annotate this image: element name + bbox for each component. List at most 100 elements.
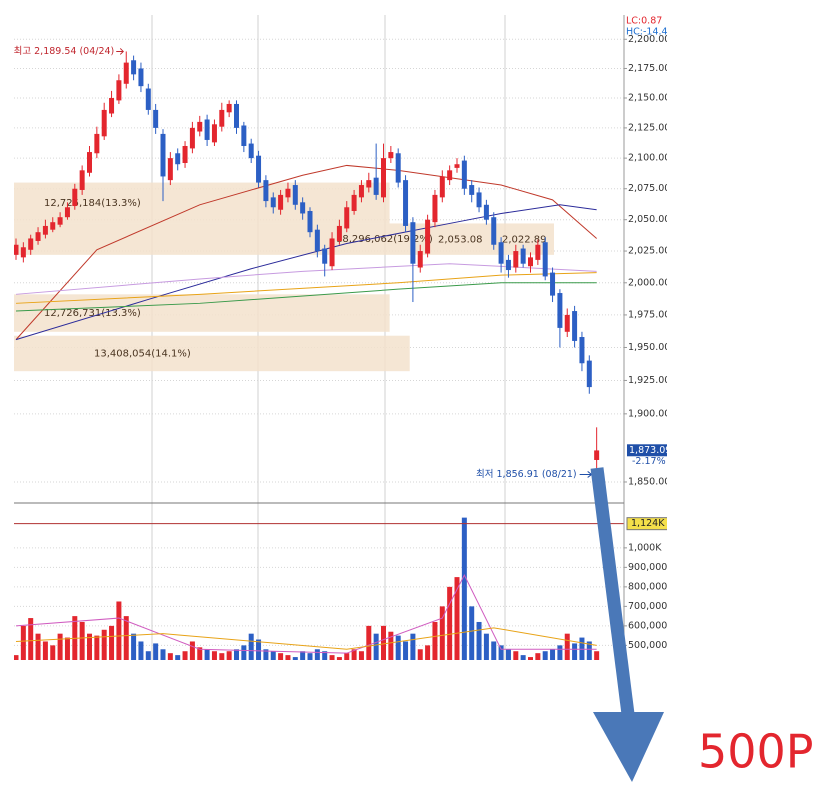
volume-bar bbox=[167, 653, 173, 660]
candle-body bbox=[344, 207, 350, 229]
candle-body bbox=[57, 217, 63, 225]
volume-profile-label: 12,725,184(13.3%) bbox=[44, 198, 141, 209]
volume-bar bbox=[263, 649, 269, 660]
volume-bar bbox=[498, 645, 504, 660]
candle-body bbox=[366, 180, 372, 188]
volume-bar bbox=[461, 517, 467, 660]
volume-bar bbox=[14, 655, 19, 660]
volume-bar bbox=[256, 639, 262, 660]
candle-body bbox=[123, 62, 129, 84]
candle-body bbox=[307, 210, 313, 233]
candle-body bbox=[182, 145, 188, 164]
candle-body bbox=[292, 185, 298, 205]
volume-bar bbox=[572, 643, 578, 660]
volume-bar bbox=[314, 649, 320, 660]
volume-bar bbox=[550, 649, 556, 660]
profile-note: 2,053.08 bbox=[438, 235, 483, 246]
volume-bar bbox=[403, 641, 409, 660]
candle-body bbox=[234, 103, 239, 128]
candle-body bbox=[381, 158, 386, 198]
candle-body bbox=[520, 248, 526, 264]
volume-bar bbox=[483, 633, 489, 660]
candle-body bbox=[204, 119, 210, 140]
candle-body bbox=[278, 194, 284, 210]
volume-bar bbox=[358, 651, 364, 660]
volume-bar bbox=[153, 643, 159, 660]
moving-average bbox=[15, 263, 597, 295]
volume-bar bbox=[329, 655, 335, 660]
candle-body bbox=[116, 80, 122, 101]
volume-bar bbox=[557, 645, 563, 660]
volume-bar bbox=[234, 649, 239, 660]
candle-body bbox=[373, 177, 379, 195]
volume-bar bbox=[42, 641, 48, 660]
candle-body bbox=[469, 185, 475, 195]
y-tick-label: 2,150.00 bbox=[628, 93, 670, 104]
candle-body bbox=[447, 170, 453, 181]
candle-body bbox=[564, 314, 570, 332]
candle-body bbox=[79, 170, 85, 190]
volume-bar bbox=[586, 641, 592, 660]
candle-body bbox=[513, 251, 519, 268]
last-price-label: 1,873.09 bbox=[629, 445, 671, 456]
volume-bar bbox=[351, 649, 357, 660]
y-tick-label: 500,000 bbox=[628, 640, 667, 651]
candle-body bbox=[241, 125, 247, 146]
volume-bar bbox=[50, 645, 56, 660]
candle-body bbox=[14, 244, 19, 255]
volume-bar bbox=[300, 651, 306, 660]
volume-bar bbox=[513, 651, 519, 660]
candle-body bbox=[388, 152, 394, 159]
candle-body bbox=[35, 232, 41, 241]
candle-body bbox=[285, 188, 291, 198]
y-tick-label: 2,100.00 bbox=[628, 153, 670, 164]
volume-profile-label: 12,726,731(13.3%) bbox=[44, 308, 141, 319]
y-tick-label: 2,125.00 bbox=[628, 122, 670, 133]
volume-bar bbox=[101, 629, 107, 660]
volume-bar bbox=[138, 641, 144, 660]
plot-area: 12,725,184(13.3%) 18,296,062(19.2%) 12,726… bbox=[14, 38, 624, 660]
volume-bar bbox=[381, 625, 386, 660]
y-tick-label: 1,000K bbox=[628, 542, 662, 553]
volume-bar bbox=[373, 633, 379, 660]
high-annotation: 최고 2,189.54 (04/24) bbox=[14, 46, 115, 57]
reference-box bbox=[626, 517, 667, 531]
candle-body bbox=[432, 194, 438, 223]
volume-bar bbox=[564, 633, 570, 660]
volume-profile-band bbox=[14, 223, 554, 255]
y-tick-label: 1,950.00 bbox=[628, 342, 670, 353]
candle-body bbox=[395, 153, 401, 183]
candle-body bbox=[454, 164, 460, 168]
candle-body bbox=[476, 192, 482, 208]
candle-body bbox=[28, 238, 34, 250]
last-price-box bbox=[627, 444, 667, 457]
y-tick-label: 700,000 bbox=[628, 601, 667, 612]
candle-body bbox=[270, 197, 276, 208]
volume-bar bbox=[344, 653, 350, 660]
volume-bar bbox=[542, 651, 548, 660]
volume-bar bbox=[204, 649, 210, 660]
y-tick-label: 900,000 bbox=[628, 562, 667, 573]
candle-body bbox=[329, 238, 335, 267]
candle-body bbox=[160, 133, 166, 177]
candle-body bbox=[483, 204, 489, 220]
y-tick-label: 800,000 bbox=[628, 581, 667, 592]
volume-bar bbox=[94, 635, 100, 660]
candle-body bbox=[219, 109, 225, 127]
y-tick-label: 2,025.00 bbox=[628, 246, 670, 257]
change-label: -2.17% bbox=[632, 456, 666, 467]
candle-body bbox=[72, 188, 78, 207]
candle-body bbox=[300, 202, 306, 214]
volume-bar bbox=[57, 633, 63, 660]
candle-body bbox=[403, 180, 409, 226]
volume-bar bbox=[476, 621, 482, 660]
volume-bar bbox=[64, 637, 70, 660]
candle-body bbox=[189, 127, 195, 149]
volume-bar bbox=[116, 601, 122, 660]
low-annotation: 최저 1,856.91 (08/21) bbox=[476, 469, 577, 480]
volume-bar bbox=[520, 655, 526, 660]
volume-bar bbox=[270, 651, 276, 660]
candle-body bbox=[138, 68, 144, 87]
volume-bar bbox=[189, 641, 195, 660]
volume-bar bbox=[211, 651, 217, 660]
